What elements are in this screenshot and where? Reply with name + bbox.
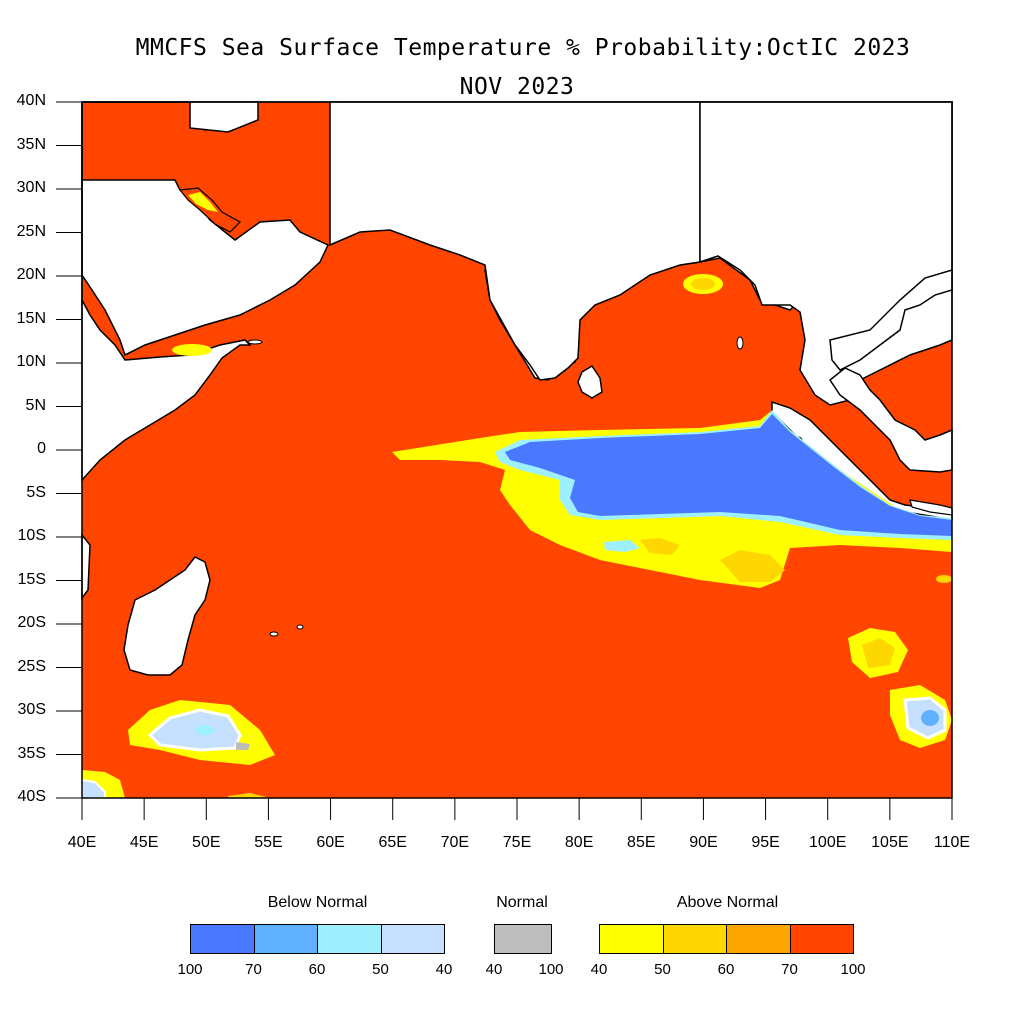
axis-ticks [56, 101, 953, 820]
y-tick-label: 5N [25, 396, 46, 414]
legend-tick-below: 40 [435, 961, 453, 978]
legend-swatch-above [662, 924, 727, 954]
legend-swatch-above [789, 924, 854, 954]
y-tick-label: 10N [16, 353, 46, 370]
legend-tick-below: 60 [308, 961, 326, 978]
gold-bay-of-bengal [691, 278, 715, 290]
x-tick-label: 60E [316, 834, 345, 851]
legend-swatch-below [190, 924, 255, 954]
y-tick-label: 40N [16, 92, 46, 109]
x-tick-label: 50E [192, 834, 221, 851]
legend-tick-above: 50 [654, 961, 671, 978]
x-tick-label: 55E [254, 834, 283, 851]
land-sri-lanka [577, 364, 603, 399]
legend-below-title: Below Normal [267, 894, 368, 911]
island-mauritius [296, 624, 304, 630]
y-tick-label: 35S [17, 744, 46, 762]
island-andaman [736, 336, 744, 350]
y-tick-label: 30S [17, 701, 46, 718]
legend-tick-above: 60 [717, 961, 735, 978]
legend-above-title: Above Normal [676, 894, 779, 911]
sw-gray [236, 742, 250, 750]
legend-normal-title: Normal [496, 894, 548, 911]
sw-cyan [195, 725, 215, 735]
legend-swatch-below [253, 924, 318, 954]
x-tick-label: 45E [129, 834, 159, 851]
se-gold-2 [862, 638, 895, 668]
legend-tick-below: 50 [372, 961, 389, 978]
x-tick-label: 40E [67, 834, 97, 851]
land-arabian-peninsula [81, 102, 329, 357]
legend-tick-normal: 40 [485, 961, 503, 978]
legend-tick-below: 70 [245, 961, 262, 978]
x-tick-label: 110E [933, 834, 971, 851]
land-indochina [829, 268, 953, 371]
cyan-patch [604, 540, 640, 552]
map-title: MMCFS Sea Surface Temperature % Probabil… [135, 35, 911, 61]
blue-strong-core [505, 414, 952, 536]
legend-tick-above: 70 [781, 961, 798, 978]
y-tick-label: 25N [16, 222, 46, 240]
se-blue [921, 710, 939, 726]
y-tick-label: 30N [16, 179, 46, 196]
land-africa [81, 102, 252, 482]
x-tick-label: 75E [502, 834, 532, 851]
legend-swatch-normal [494, 924, 552, 954]
y-tick-label: 5S [26, 483, 46, 501]
yellow-gulf-aden [172, 344, 212, 356]
land-africa-south [81, 532, 91, 601]
y-tick-label: 25S [17, 657, 46, 675]
legend-tick-above: 40 [590, 961, 608, 978]
x-tick-label: 90E [689, 834, 718, 851]
y-tick-label: 20S [17, 614, 46, 631]
x-tick-label: 85E [627, 834, 656, 851]
y-tick-label: 40S [17, 788, 46, 805]
x-tick-label: 100E [809, 834, 847, 851]
x-tick-label: 95E [751, 834, 780, 851]
legend-swatch-below [317, 924, 382, 954]
land-madagascar [123, 556, 211, 676]
se-gold-3 [936, 575, 952, 583]
persian-gulf-yellow [188, 192, 218, 212]
x-tick-label: 105E [871, 834, 909, 851]
land-india [329, 101, 701, 381]
legend-tick-above: 100 [840, 961, 866, 978]
corner-s-yellow [228, 793, 270, 798]
y-tick-label: 15S [17, 570, 46, 588]
map-subtitle: NOV 2023 [459, 74, 575, 100]
y-tick-label: 10S [17, 527, 46, 544]
legend-swatch-above [726, 924, 791, 954]
gold-patch-small [640, 538, 680, 555]
x-tick-label: 70E [440, 834, 470, 851]
y-tick-label: 35N [16, 135, 46, 153]
x-tick-label: 65E [378, 834, 407, 851]
legend-tick-normal: 100 [538, 961, 564, 978]
y-tick-label: 0 [37, 440, 46, 457]
legend-swatch-below [380, 924, 445, 954]
y-tick-label: 20N [16, 266, 46, 283]
legend-swatch-above [599, 924, 664, 954]
gold-patch-east [720, 550, 785, 582]
island-socotra [247, 339, 263, 345]
y-tick-label: 15N [16, 309, 46, 327]
legend-tick-below: 100 [177, 961, 203, 978]
island-reunion [269, 631, 279, 637]
x-tick-label: 80E [564, 834, 594, 851]
